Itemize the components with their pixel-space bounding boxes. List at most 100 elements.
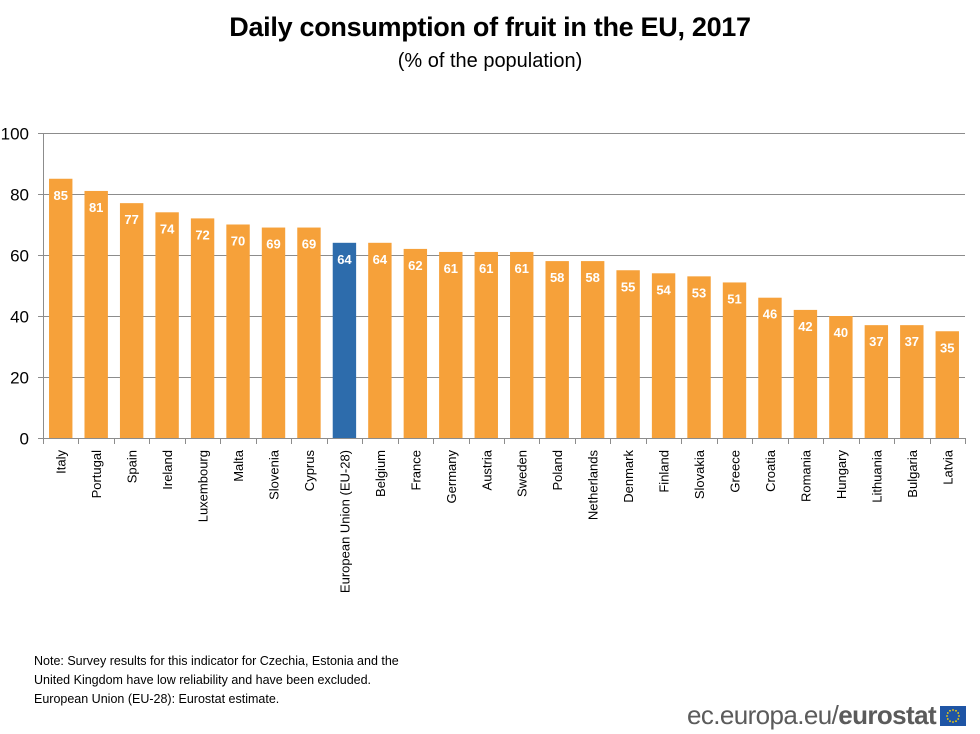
- bar: [545, 261, 569, 438]
- footnote-line: United Kingdom have low reliability and …: [34, 673, 372, 687]
- data-label: 74: [160, 221, 175, 236]
- data-label: 61: [514, 261, 528, 276]
- x-tick-label: Spain: [125, 450, 140, 483]
- y-tick-label: 40: [10, 308, 29, 327]
- flag-star: [949, 719, 951, 722]
- data-label: 58: [585, 270, 599, 285]
- flag-star: [949, 709, 951, 712]
- bar: [935, 331, 959, 438]
- data-label: 54: [656, 282, 671, 297]
- flag-star: [946, 711, 949, 714]
- bar: [190, 218, 215, 438]
- y-tick-label: 100: [1, 125, 29, 144]
- x-tick-label: Luxembourg: [196, 450, 211, 522]
- x-tick-label: European Union (EU-28): [337, 450, 352, 593]
- logo-brand-text: eurostat: [838, 700, 936, 730]
- data-label: 64: [337, 252, 352, 267]
- footnote: Note: Survey results for this indicator …: [34, 652, 399, 709]
- bar: [332, 242, 357, 438]
- data-label: 61: [444, 261, 458, 276]
- bar: [793, 309, 818, 438]
- bar: [829, 316, 853, 438]
- data-label: 42: [798, 319, 812, 334]
- bar: [439, 251, 463, 438]
- data-label: 85: [53, 188, 67, 203]
- flag-star: [952, 708, 954, 711]
- flag-star: [946, 714, 948, 717]
- data-label: 51: [727, 291, 741, 306]
- logo-url-text: ec.europa.eu/: [687, 700, 839, 730]
- flag-star: [955, 719, 957, 722]
- data-label: 64: [373, 252, 388, 267]
- data-label: 58: [550, 270, 564, 285]
- x-tick-label: Portugal: [89, 450, 104, 499]
- data-label: 37: [905, 334, 919, 349]
- flag-star: [957, 717, 960, 720]
- data-label: 46: [763, 307, 777, 322]
- data-label: 69: [266, 237, 280, 252]
- data-label: 72: [195, 227, 209, 242]
- footnote-line: European Union (EU-28): Eurostat estimat…: [34, 692, 280, 706]
- x-tick-label: Austria: [479, 449, 494, 490]
- data-label: 77: [124, 212, 138, 227]
- bar: [403, 248, 428, 438]
- data-label: 55: [621, 279, 635, 294]
- x-axis: Italy Portugal Spain Ireland Luxembourg Malta…: [43, 438, 966, 593]
- chart-title: Daily consumption of fruit in the EU, 20…: [229, 12, 751, 42]
- chart-subtitle: (% of the population): [397, 50, 583, 72]
- x-tick-label: Germany: [444, 450, 459, 504]
- x-tick-label: Belgium: [373, 450, 388, 497]
- data-label: 70: [231, 234, 245, 249]
- data-label: 40: [834, 325, 848, 340]
- x-tick-label: Italy: [54, 450, 69, 474]
- bar: [155, 212, 179, 438]
- y-tick-label: 20: [10, 369, 29, 388]
- x-tick-label: Sweden: [515, 450, 530, 497]
- bar: [722, 282, 747, 438]
- bar: [49, 178, 73, 438]
- bar: [687, 276, 711, 438]
- x-tick-label: Poland: [550, 450, 565, 490]
- bar: [758, 297, 782, 438]
- bar: [474, 251, 498, 438]
- x-tick-label: Cyprus: [302, 450, 317, 492]
- x-tick-label: Ireland: [160, 450, 175, 490]
- y-tick-label: 80: [10, 186, 29, 205]
- x-tick-label: Romania: [798, 449, 813, 502]
- gridlines: [43, 133, 965, 378]
- x-tick-label: Netherlands: [586, 450, 601, 521]
- eurostat-logo: ec.europa.eu/eurostat: [687, 700, 966, 731]
- bar: [226, 224, 250, 438]
- x-tick-label: Lithuania: [869, 449, 884, 503]
- data-label: 81: [89, 200, 103, 215]
- data-label: 37: [869, 334, 883, 349]
- bar: [580, 261, 605, 438]
- x-tick-label: Malta: [231, 449, 246, 482]
- y-axis: 0 20 40 60 80 100: [1, 125, 44, 449]
- bar: [261, 227, 286, 438]
- y-tick-label: 60: [10, 247, 29, 266]
- data-label: 69: [302, 237, 316, 252]
- bar: [864, 325, 889, 438]
- x-tick-label: Finland: [657, 450, 672, 493]
- bar: [84, 190, 108, 438]
- bar: [297, 227, 321, 438]
- x-tick-label: Greece: [728, 450, 743, 493]
- bar: [651, 273, 676, 438]
- flag-star: [946, 717, 949, 720]
- data-label: 61: [479, 261, 493, 276]
- flag-star: [957, 711, 960, 714]
- x-tick-label: Slovenia: [267, 449, 282, 500]
- bar: [368, 242, 392, 438]
- bars: 85 81 77 74 72 70 69 69 64 64 62 61 61 61 58 58 55 54 53 51…: [49, 178, 959, 438]
- data-label: 62: [408, 258, 422, 273]
- flag-star: [955, 709, 957, 712]
- flag-star: [952, 720, 954, 723]
- bar-chart: 85 81 77 74 72 70 69 69 64 64 62 61 61 61 58 58 55 54 53 51…: [1, 125, 966, 593]
- footnote-line: Note: Survey results for this indicator …: [34, 654, 399, 668]
- x-tick-label: Bulgaria: [905, 449, 920, 497]
- data-label: 53: [692, 285, 706, 300]
- x-tick-label: Croatia: [763, 449, 778, 492]
- eu-flag-icon: [940, 705, 966, 726]
- bar: [616, 270, 640, 438]
